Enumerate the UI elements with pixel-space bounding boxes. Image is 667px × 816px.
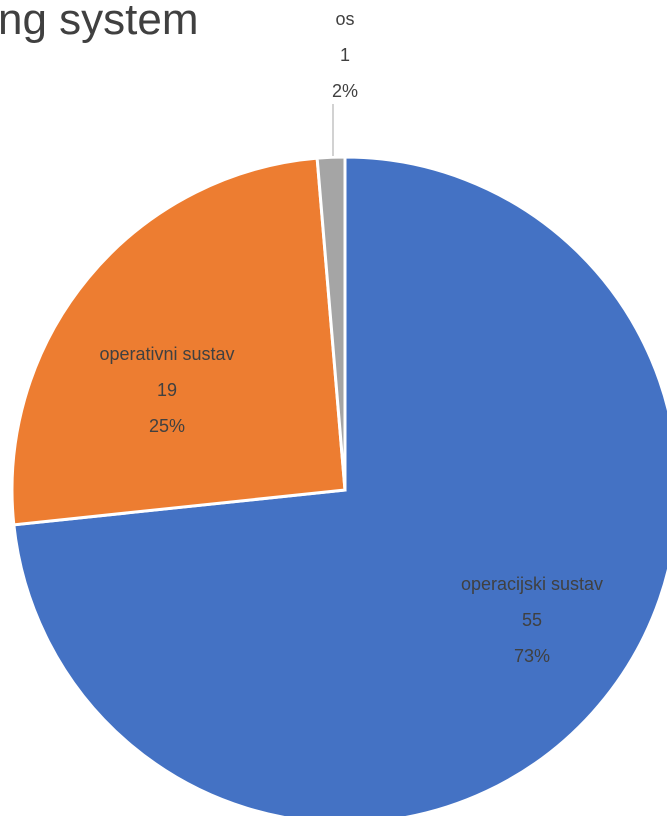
data-label-value: 1 (340, 45, 350, 65)
data-label-percent: 25% (149, 416, 185, 436)
data-label-name: os (335, 9, 354, 29)
pie-slice (10, 156, 347, 527)
pie-slice (12, 155, 667, 816)
chart-title: ng system (0, 0, 199, 44)
data-label-name: operacijski sustav (461, 574, 603, 594)
pie-slice (315, 155, 347, 491)
data-label-name: operativni sustav (99, 344, 234, 364)
data-label-value: 19 (157, 380, 177, 400)
data-label-percent: 73% (514, 646, 550, 666)
data-label-value: 55 (522, 610, 542, 630)
data-label-percent: 2% (332, 81, 358, 101)
